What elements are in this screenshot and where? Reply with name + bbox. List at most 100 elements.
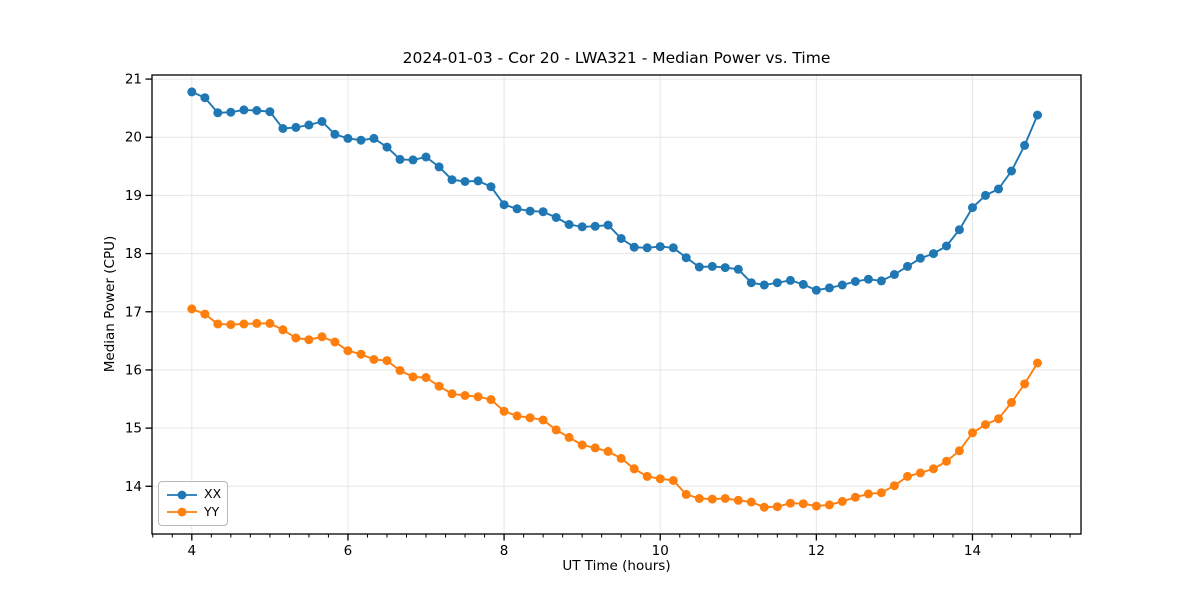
data-point-xx — [382, 142, 392, 152]
data-point-xx — [330, 129, 340, 139]
data-point-yy — [577, 440, 587, 450]
data-point-yy — [798, 499, 808, 509]
data-point-xx — [239, 105, 249, 115]
data-point-xx — [746, 278, 756, 288]
data-point-xx — [616, 234, 626, 243]
data-point-xx — [486, 182, 496, 192]
data-point-yy — [903, 471, 912, 481]
y-tick-label: 16 — [125, 362, 142, 378]
data-point-yy — [968, 428, 977, 438]
data-point-xx — [733, 264, 743, 274]
legend: XX YY — [158, 481, 228, 526]
data-point-xx — [525, 206, 535, 216]
data-point-xx — [759, 280, 769, 290]
data-point-yy — [1020, 379, 1030, 389]
data-point-yy — [213, 319, 223, 329]
data-point-yy — [603, 446, 613, 456]
data-point-xx — [460, 177, 470, 186]
data-point-xx — [994, 184, 1003, 194]
data-point-yy — [499, 406, 509, 416]
data-point-yy — [616, 453, 626, 463]
data-point-xx — [226, 107, 236, 117]
y-tick-label: 19 — [125, 188, 142, 204]
data-point-yy — [226, 320, 236, 330]
data-point-yy — [460, 391, 470, 400]
data-point-xx — [1020, 140, 1030, 150]
data-point-yy — [994, 414, 1003, 424]
data-point-xx — [968, 203, 977, 213]
y-tick-label: 20 — [125, 130, 142, 146]
x-tick-label: 12 — [808, 543, 825, 559]
data-point-xx — [642, 243, 652, 253]
data-point-xx — [668, 243, 678, 253]
data-point-xx — [915, 253, 925, 263]
data-point-xx — [798, 279, 808, 289]
data-point-yy — [655, 474, 665, 484]
x-tick-label: 14 — [964, 543, 981, 559]
data-point-xx — [694, 262, 704, 272]
data-point-yy — [837, 496, 847, 506]
data-point-xx — [590, 221, 600, 231]
legend-item-xx: XX — [166, 488, 227, 501]
data-point-xx — [200, 93, 210, 103]
y-tick-label: 17 — [125, 304, 142, 320]
data-point-yy — [694, 494, 704, 503]
data-point-yy — [981, 420, 990, 430]
data-point-xx — [577, 222, 587, 232]
data-point-xx — [343, 133, 353, 143]
data-point-xx — [434, 162, 444, 172]
legend-label-xx: XX — [204, 486, 222, 502]
data-point-yy — [876, 488, 886, 498]
data-point-xx — [837, 280, 847, 290]
data-point-yy — [929, 464, 938, 474]
data-point-xx — [629, 242, 639, 252]
data-point-xx — [291, 122, 301, 132]
data-point-yy — [590, 443, 600, 453]
legend-swatch-yy — [167, 508, 197, 517]
data-point-xx — [1007, 166, 1016, 176]
data-point-xx — [681, 253, 691, 263]
data-point-yy — [915, 468, 925, 478]
data-point-yy — [850, 492, 860, 502]
data-point-xx — [213, 108, 223, 118]
data-point-xx — [824, 283, 834, 293]
x-tick-label: 10 — [652, 543, 669, 559]
data-point-xx — [981, 190, 990, 200]
data-point-xx — [811, 285, 821, 295]
data-point-xx — [408, 155, 418, 165]
axes-frame — [151, 74, 1082, 535]
data-point-xx — [356, 135, 366, 145]
data-point-yy — [759, 502, 769, 512]
data-point-xx — [473, 176, 483, 186]
data-point-yy — [512, 411, 522, 421]
legend-item-yy: YY — [166, 506, 227, 519]
data-point-xx — [187, 87, 197, 97]
data-point-yy — [343, 346, 353, 356]
data-point-xx — [278, 124, 288, 133]
data-point-yy — [733, 495, 743, 505]
data-point-yy — [330, 337, 340, 347]
data-point-yy — [421, 373, 431, 382]
data-point-xx — [538, 207, 548, 217]
data-point-xx — [252, 106, 262, 115]
data-point-xx — [942, 241, 951, 251]
data-point-xx — [421, 152, 431, 162]
data-point-yy — [707, 494, 717, 504]
data-point-yy — [642, 471, 652, 481]
legend-label-yy: YY — [204, 504, 220, 520]
data-point-yy — [785, 498, 795, 508]
data-point-xx — [785, 275, 795, 285]
data-point-yy — [395, 366, 405, 375]
data-point-yy — [447, 389, 457, 399]
data-point-xx — [876, 276, 886, 286]
data-point-xx — [499, 200, 509, 210]
data-point-yy — [408, 372, 418, 382]
data-point-yy — [239, 319, 249, 329]
data-point-yy — [382, 356, 392, 366]
data-point-xx — [707, 261, 717, 271]
data-point-yy — [681, 489, 691, 499]
data-point-yy — [551, 425, 561, 435]
data-point-yy — [538, 415, 548, 425]
